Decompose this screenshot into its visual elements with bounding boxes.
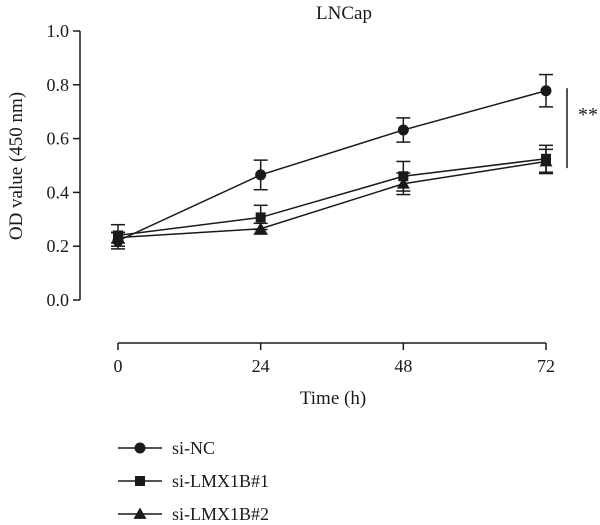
- series-si-LMX1B#1: [111, 144, 553, 247]
- data-point: [255, 212, 266, 223]
- series-line: [117, 158, 547, 237]
- legend-label: si-LMX1B#1: [172, 471, 269, 491]
- x-tick-label: 0: [114, 356, 123, 376]
- x-tick-label: 72: [537, 356, 555, 376]
- data-point: [539, 154, 553, 167]
- data-point: [397, 124, 409, 136]
- x-tick-label: 24: [252, 356, 270, 376]
- y-tick-label: 0.6: [47, 129, 70, 149]
- data-point: [255, 169, 267, 181]
- significance-label: **: [578, 104, 598, 126]
- y-axis-label: OD value (450 nm): [6, 92, 27, 240]
- series-si-LMX1B#2: [111, 148, 553, 244]
- legend-label: si-LMX1B#2: [172, 504, 269, 524]
- series-line: [117, 89, 547, 242]
- legend-marker: [134, 442, 146, 454]
- data-point: [111, 231, 125, 243]
- plot-area: [111, 73, 553, 250]
- y-tick-label: 0.0: [47, 290, 70, 310]
- series-line: [117, 160, 547, 239]
- legend: si-NC si-LMX1B#1 si-LMX1B#2: [118, 438, 269, 524]
- data-point: [540, 85, 552, 97]
- y-tick-label: 1.0: [47, 21, 70, 41]
- axes: 0.0 0.2 0.4 0.6 0.8 1.0 0 24 48 72: [47, 21, 556, 376]
- y-tick-label: 0.2: [47, 236, 70, 256]
- legend-marker: [133, 507, 147, 519]
- y-tick-label: 0.4: [47, 182, 70, 202]
- y-tick-label: 0.8: [47, 75, 70, 95]
- legend-item: si-NC: [118, 438, 215, 458]
- legend-label: si-NC: [172, 438, 215, 458]
- data-point: [396, 177, 410, 189]
- x-axis-label: Time (h): [300, 388, 366, 409]
- legend-item: si-LMX1B#1: [118, 471, 269, 491]
- legend-marker: [135, 476, 145, 486]
- significance-annotation: **: [566, 88, 598, 169]
- data-point: [254, 222, 268, 234]
- chart-title: LNCap: [316, 3, 372, 24]
- legend-item: si-LMX1B#2: [118, 504, 269, 524]
- series-si-NC: [111, 73, 553, 250]
- x-tick-label: 48: [394, 356, 412, 376]
